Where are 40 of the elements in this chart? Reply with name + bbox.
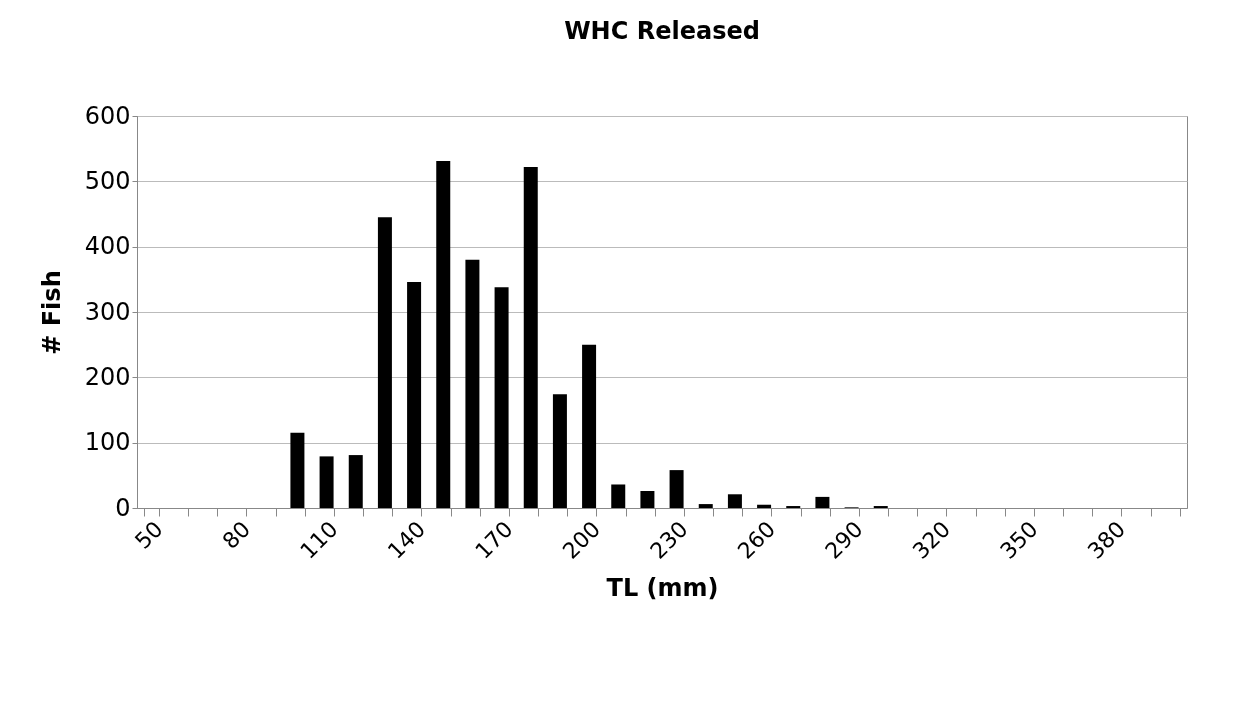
bar: [640, 491, 655, 508]
bar: [494, 287, 509, 508]
bar: [757, 504, 772, 508]
x-tick-label: 170: [470, 516, 518, 564]
x-tick-label: 50: [130, 516, 168, 554]
x-tick-label: 110: [295, 516, 343, 564]
bar: [377, 217, 392, 508]
bar: [815, 496, 830, 508]
y-axis-title: # Fish: [37, 270, 66, 355]
chart-title: WHC Released: [564, 17, 760, 45]
bar: [669, 470, 684, 508]
bar: [319, 456, 334, 508]
bar: [348, 455, 363, 508]
y-tick-label: 400: [84, 232, 131, 261]
bar: [290, 432, 305, 508]
x-tick-label: 200: [557, 516, 606, 564]
bar: [523, 166, 538, 508]
y-tick-label: 0: [115, 493, 131, 522]
y-tick-label: 200: [84, 362, 131, 391]
y-tick-label: 500: [84, 166, 131, 195]
bar: [582, 344, 597, 508]
y-tick-label: 300: [84, 297, 131, 326]
x-tick-label: 230: [645, 516, 693, 564]
x-tick-label: 350: [995, 516, 1043, 564]
x-tick-label: 80: [217, 516, 256, 554]
x-tick-label: 140: [382, 516, 431, 564]
x-axis-title: TL (mm): [606, 574, 719, 603]
bar: [698, 504, 713, 508]
bar: [407, 281, 422, 508]
bar: [611, 484, 626, 508]
x-tick-label: 260: [732, 516, 781, 564]
y-tick-label: 600: [84, 101, 131, 130]
bar: [552, 394, 567, 508]
x-tick-label: 380: [1082, 516, 1131, 564]
y-tick-label: 100: [84, 428, 131, 457]
bar: [436, 161, 451, 508]
bar: [465, 259, 480, 508]
x-tick-label: 290: [820, 516, 868, 564]
x-tick-label: 320: [907, 516, 956, 564]
bar: [727, 494, 742, 508]
